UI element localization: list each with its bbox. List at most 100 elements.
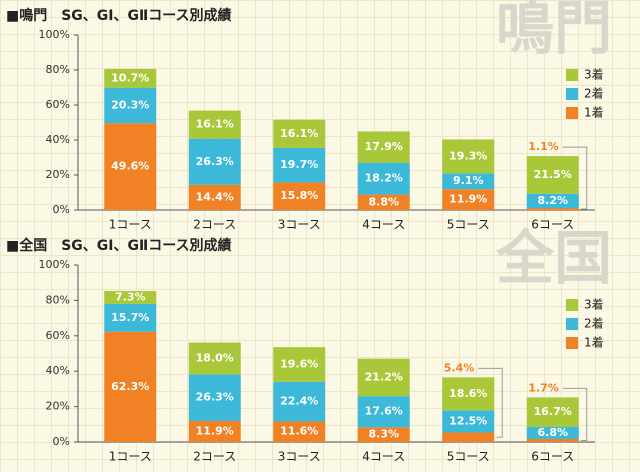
- bar-segment: [442, 377, 495, 411]
- y-tick-label: 20%: [46, 168, 70, 181]
- value-label: 21.5%: [534, 168, 572, 181]
- bar-segment: [357, 427, 410, 442]
- bar-segment: [526, 193, 579, 209]
- value-label: 19.3%: [449, 149, 487, 162]
- value-label: 19.6%: [280, 357, 318, 370]
- value-label: 62.3%: [111, 380, 149, 393]
- y-tick-label: 100%: [39, 258, 70, 271]
- x-tick-label: 4コース: [362, 450, 405, 464]
- value-label: 8.8%: [368, 195, 399, 208]
- bar-segment: [188, 138, 241, 185]
- y-tick-label: 100%: [39, 28, 70, 41]
- value-label: 12.5%: [449, 414, 487, 427]
- bar-segment: [526, 397, 579, 427]
- bar-segment: [442, 189, 495, 210]
- x-tick-label: 5コース: [447, 450, 490, 464]
- bar-segment: [357, 162, 410, 195]
- value-label: 6.8%: [537, 426, 568, 439]
- bar-segment: [273, 119, 326, 148]
- value-label: 1.7%: [528, 381, 559, 394]
- bar-segment: [273, 147, 326, 183]
- chart-title: ■全国 SG、GI、GⅡコース別成績: [6, 237, 232, 254]
- y-tick-label: 60%: [46, 329, 70, 342]
- leader-line: [562, 146, 588, 210]
- value-label: 16.1%: [280, 127, 318, 140]
- value-label: 49.6%: [111, 160, 149, 173]
- bar-segment: [104, 331, 157, 442]
- watermark: 全国: [495, 224, 612, 292]
- value-label: 8.3%: [368, 428, 399, 441]
- bar-segment: [442, 410, 495, 433]
- value-label: 19.7%: [280, 158, 318, 171]
- bar-segment: [442, 173, 495, 190]
- legend-label: 1着: [584, 335, 604, 350]
- bar-segment: [357, 396, 410, 428]
- bar-segment: [188, 184, 241, 210]
- bar-segment: [442, 432, 495, 442]
- bar-segment: [188, 110, 241, 139]
- x-tick-label: 6コース: [531, 450, 574, 464]
- bar-segment: [104, 303, 157, 332]
- bar-segment: [273, 347, 326, 382]
- x-tick-label: 2コース: [193, 218, 236, 232]
- legend-swatch: [566, 299, 578, 311]
- x-tick-label: 1コース: [109, 218, 152, 232]
- x-tick-label: 3コース: [278, 218, 321, 232]
- y-tick-label: 40%: [46, 133, 70, 146]
- bar-segment: [442, 139, 495, 174]
- legend-swatch: [566, 337, 578, 349]
- legend-label: 3着: [584, 67, 604, 82]
- bar-segment: [357, 194, 410, 210]
- value-label: 22.4%: [280, 395, 318, 408]
- y-tick-label: 0%: [53, 435, 70, 448]
- bar-segment: [357, 131, 410, 163]
- bar-segment: [273, 421, 326, 442]
- value-label: 21.2%: [365, 370, 403, 383]
- bar-segment: [104, 123, 157, 210]
- legend-label: 3着: [584, 297, 604, 312]
- value-label: 18.0%: [196, 351, 234, 364]
- value-label: 20.3%: [111, 98, 149, 111]
- y-tick-label: 80%: [46, 293, 70, 306]
- x-tick-label: 4コース: [362, 218, 405, 232]
- x-tick-label: 5コース: [447, 218, 490, 232]
- value-label: 16.1%: [196, 118, 234, 131]
- chart-title: ■鳴門 SG、GI、GⅡコース別成績: [6, 7, 232, 24]
- x-tick-label: 3コース: [278, 450, 321, 464]
- value-label: 26.3%: [196, 391, 234, 404]
- bar-segment: [104, 87, 157, 124]
- y-tick-label: 60%: [46, 98, 70, 111]
- legend-label: 2着: [584, 86, 604, 101]
- y-tick-label: 80%: [46, 63, 70, 76]
- bar-segment: [273, 381, 326, 422]
- value-label: 14.4%: [196, 190, 234, 203]
- leader-line: [478, 367, 503, 438]
- value-label: 9.1%: [453, 174, 484, 187]
- legend-label: 2着: [584, 316, 604, 331]
- value-label: 18.6%: [449, 387, 487, 400]
- legend-swatch: [566, 107, 578, 119]
- y-tick-label: 20%: [46, 400, 70, 413]
- bar-segment: [526, 156, 579, 194]
- value-label: 15.7%: [111, 311, 149, 324]
- value-label: 11.9%: [196, 424, 234, 437]
- value-label: 17.6%: [365, 405, 403, 418]
- value-label: 11.9%: [449, 193, 487, 206]
- value-label: 7.3%: [115, 290, 146, 303]
- legend-swatch: [566, 88, 578, 100]
- bar-segment: [526, 208, 579, 210]
- bar-segment: [104, 291, 157, 304]
- bar-segment: [188, 342, 241, 375]
- value-label: 16.7%: [534, 405, 572, 418]
- x-tick-label: 2コース: [193, 450, 236, 464]
- bar-segment: [526, 426, 579, 439]
- bar-segment: [273, 182, 326, 210]
- value-label: 18.2%: [365, 172, 403, 185]
- bar-segment: [357, 358, 410, 397]
- value-label: 17.9%: [365, 140, 403, 153]
- bar-segment: [526, 438, 579, 442]
- value-label: 5.4%: [444, 361, 475, 374]
- legend-swatch: [566, 318, 578, 330]
